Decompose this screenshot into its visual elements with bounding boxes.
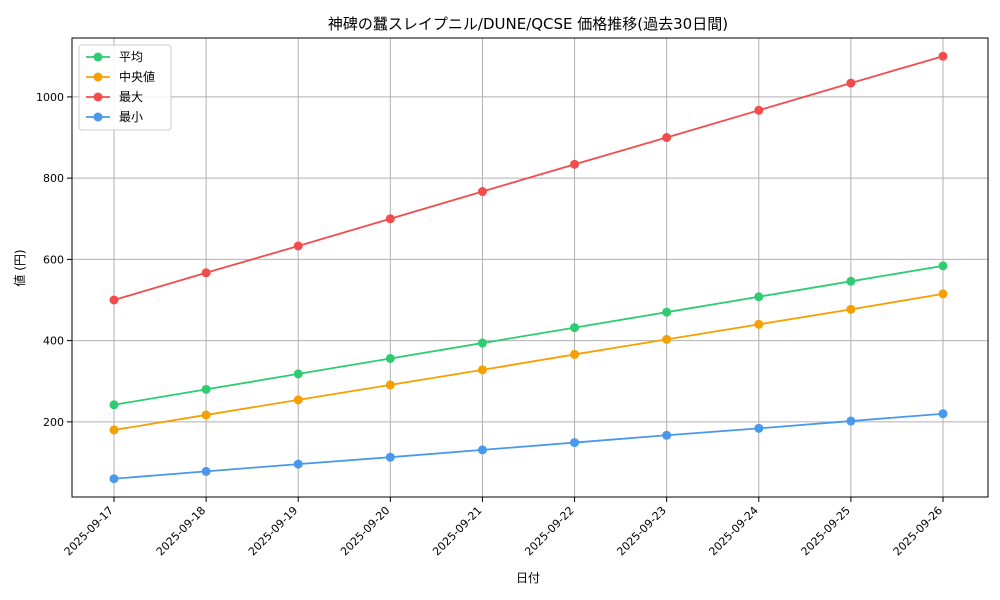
- data-point: [385, 214, 395, 224]
- series-最大: [109, 51, 948, 305]
- y-axis-label: 値 (円): [12, 249, 27, 286]
- data-point: [846, 304, 856, 314]
- data-point: [477, 365, 487, 375]
- data-point: [477, 338, 487, 348]
- series-line: [113, 55, 944, 301]
- legend-marker: [93, 52, 103, 62]
- x-tick-label: 2025-09-18: [154, 504, 208, 558]
- series-最小: [109, 409, 948, 484]
- data-point: [662, 430, 672, 440]
- data-point: [938, 261, 948, 271]
- legend-label: 平均: [119, 50, 143, 64]
- legend-item: 最小: [86, 110, 143, 124]
- series-中央値: [109, 289, 948, 435]
- legend-box: [78, 44, 172, 131]
- x-tick-label: 2025-09-26: [891, 504, 945, 558]
- y-tick-label: 400: [43, 335, 64, 348]
- legend-item: 最大: [86, 90, 143, 104]
- data-point: [570, 349, 580, 359]
- data-point: [754, 423, 764, 433]
- chart-title: 神碑の蠶スレイプニル/DUNE/QCSE 価格推移(過去30日間): [328, 15, 728, 33]
- data-point: [570, 159, 580, 169]
- data-point: [846, 78, 856, 88]
- data-point: [201, 268, 211, 278]
- data-point: [201, 466, 211, 476]
- legend-label: 中央値: [119, 69, 155, 84]
- data-point: [754, 105, 764, 115]
- x-tick-label: 2025-09-22: [522, 504, 576, 558]
- data-point: [293, 459, 303, 469]
- legend-item: 中央値: [86, 69, 155, 84]
- data-point: [109, 295, 119, 305]
- data-point: [109, 400, 119, 410]
- x-axis-ticks: 2025-09-17 2025-09-18 2025-09-19 2025-09-20…: [62, 497, 945, 558]
- data-point: [938, 51, 948, 61]
- legend-label: 最大: [119, 90, 143, 104]
- y-tick-label: 200: [43, 416, 64, 429]
- y-tick-label: 800: [43, 172, 64, 185]
- data-point: [570, 323, 580, 333]
- series-line: [113, 264, 944, 406]
- x-axis-label: 日付: [516, 571, 540, 585]
- series-line: [113, 293, 944, 431]
- data-point: [293, 395, 303, 405]
- data-point: [385, 353, 395, 363]
- x-tick-label: 2025-09-25: [799, 504, 853, 558]
- data-point: [385, 452, 395, 462]
- data-point: [938, 409, 948, 419]
- data-point: [754, 319, 764, 329]
- series-layer: [109, 51, 948, 484]
- data-point: [570, 438, 580, 448]
- legend-marker: [93, 112, 103, 122]
- data-point: [662, 307, 672, 317]
- data-point: [293, 369, 303, 379]
- x-tick-label: 2025-09-21: [430, 504, 484, 558]
- data-point: [477, 445, 487, 455]
- legend-item: 平均: [86, 50, 143, 64]
- data-point: [754, 292, 764, 302]
- x-tick-label: 2025-09-23: [614, 504, 668, 558]
- x-tick-label: 2025-09-20: [338, 504, 392, 558]
- data-point: [477, 187, 487, 197]
- data-point: [201, 384, 211, 394]
- data-point: [938, 289, 948, 299]
- data-point: [293, 241, 303, 251]
- y-tick-label: 600: [43, 253, 64, 266]
- legend-marker: [93, 92, 103, 102]
- data-point: [846, 416, 856, 426]
- plot-frame: [71, 37, 989, 498]
- data-point: [385, 380, 395, 390]
- series-line: [113, 412, 944, 480]
- data-point: [662, 334, 672, 344]
- data-point: [109, 425, 119, 435]
- grid: [72, 38, 988, 497]
- legend-marker: [93, 72, 103, 82]
- y-axis-ticks: 200 400 600 800 1000: [36, 91, 72, 429]
- series-平均: [109, 261, 948, 410]
- data-point: [109, 474, 119, 484]
- x-tick-label: 2025-09-17: [62, 504, 116, 558]
- data-point: [201, 410, 211, 420]
- legend-label: 最小: [119, 110, 143, 124]
- x-tick-label: 2025-09-19: [246, 504, 300, 558]
- y-tick-label: 1000: [36, 91, 64, 104]
- data-point: [662, 133, 672, 143]
- data-point: [846, 276, 856, 286]
- x-tick-label: 2025-09-24: [706, 504, 760, 558]
